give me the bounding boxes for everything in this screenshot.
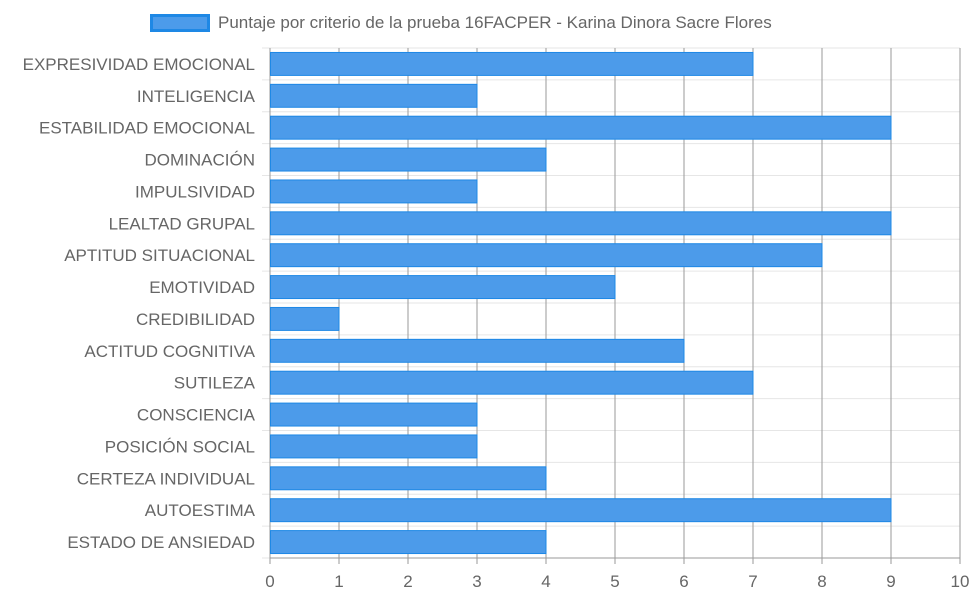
legend-swatch <box>150 14 210 32</box>
x-tick-label: 8 <box>817 572 826 591</box>
bar[interactable] <box>270 466 547 491</box>
category-label: IMPULSIVIDAD <box>135 182 255 201</box>
category-label: CREDIBILIDAD <box>136 310 255 329</box>
bar[interactable] <box>270 498 892 523</box>
x-tick-label: 4 <box>541 572 550 591</box>
x-tick-label: 10 <box>951 572 970 591</box>
bar[interactable] <box>270 370 754 395</box>
bar[interactable] <box>270 83 478 108</box>
bar[interactable] <box>270 115 892 140</box>
x-tick-label: 3 <box>472 572 481 591</box>
legend-label: Puntaje por criterio de la prueba 16FACP… <box>218 13 772 32</box>
bar[interactable] <box>270 243 823 268</box>
x-tick-label: 5 <box>610 572 619 591</box>
category-label: ESTADO DE ANSIEDAD <box>67 533 255 552</box>
category-label: APTITUD SITUACIONAL <box>64 246 255 265</box>
category-label: POSICIÓN SOCIAL <box>105 437 255 456</box>
bar[interactable] <box>270 51 754 76</box>
x-tick-label: 1 <box>334 572 343 591</box>
category-label: SUTILEZA <box>174 374 256 393</box>
bar[interactable] <box>270 275 616 300</box>
category-label: ACTITUD COGNITIVA <box>84 342 255 361</box>
x-tick-label: 0 <box>265 572 274 591</box>
bar[interactable] <box>270 179 478 204</box>
category-label: EMOTIVIDAD <box>149 278 255 297</box>
x-tick-label: 2 <box>403 572 412 591</box>
bar[interactable] <box>270 147 547 172</box>
bar[interactable] <box>270 402 478 427</box>
x-tick-label: 9 <box>886 572 895 591</box>
category-label: EXPRESIVIDAD EMOCIONAL <box>23 55 255 74</box>
x-tick-label: 6 <box>679 572 688 591</box>
category-label: DOMINACIÓN <box>145 151 256 170</box>
bar[interactable] <box>270 211 892 236</box>
bar[interactable] <box>270 434 478 459</box>
bar[interactable] <box>270 530 547 555</box>
category-label: CONSCIENCIA <box>137 406 256 425</box>
category-label: ESTABILIDAD EMOCIONAL <box>39 119 255 138</box>
category-label: LEALTAD GRUPAL <box>109 214 255 233</box>
bar[interactable] <box>270 306 340 331</box>
category-label: AUTOESTIMA <box>145 501 256 520</box>
chart-legend[interactable]: Puntaje por criterio de la prueba 16FACP… <box>150 11 772 35</box>
x-tick-label: 7 <box>748 572 757 591</box>
category-label: CERTEZA INDIVIDUAL <box>77 469 255 488</box>
category-label: INTELIGENCIA <box>137 87 256 106</box>
bar[interactable] <box>270 338 685 363</box>
